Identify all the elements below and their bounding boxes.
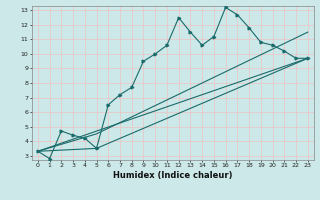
X-axis label: Humidex (Indice chaleur): Humidex (Indice chaleur) bbox=[113, 171, 233, 180]
